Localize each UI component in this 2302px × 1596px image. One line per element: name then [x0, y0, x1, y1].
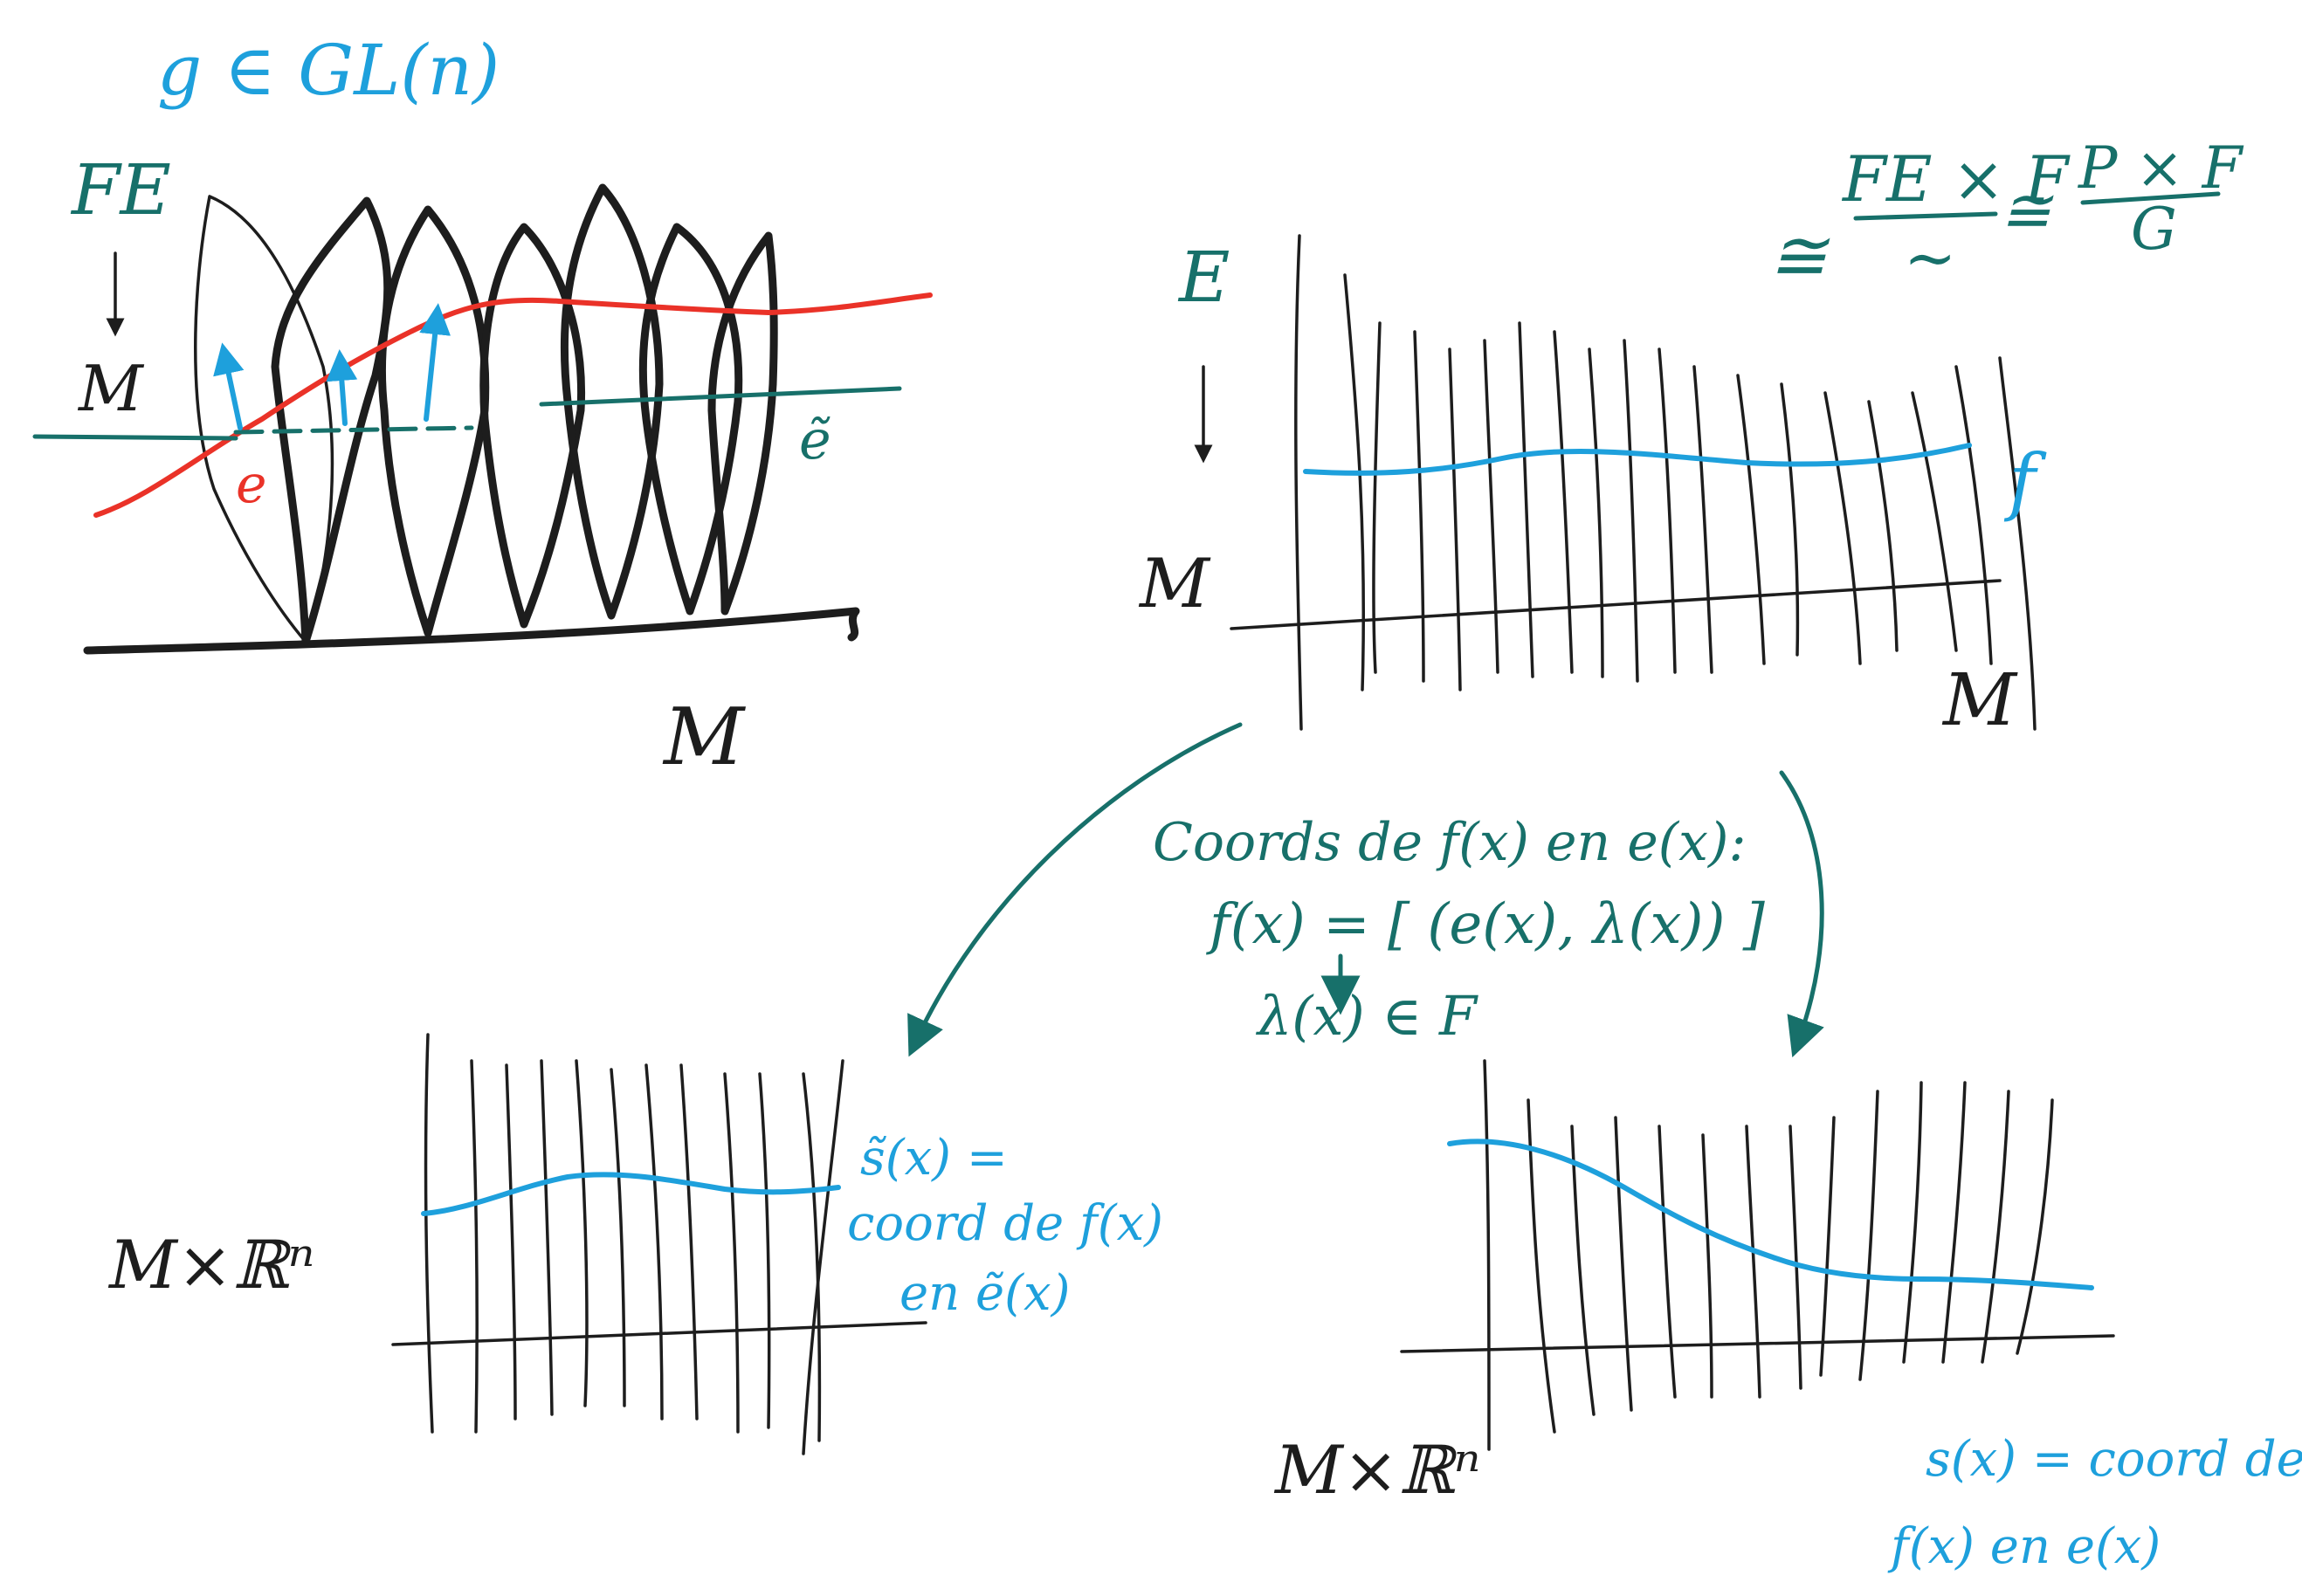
teal-frame-line — [539, 386, 902, 407]
bundle-E-label: E — [1177, 237, 1230, 318]
fraction2-bottom: G — [2131, 196, 2177, 263]
frame-vector-1 — [213, 342, 245, 430]
coords-line-1: Coords de f(x) en e(x): — [1153, 812, 1747, 873]
iso-symbol-1: ≅ — [1768, 215, 1830, 296]
section-s-tilde-curve — [421, 1172, 841, 1216]
coords-line-2: f(x) = [ (e(x), λ(x)) ] — [1206, 892, 1766, 957]
coords-line-3: λ(x) ∈ F — [1255, 984, 1478, 1048]
red-section-curve — [93, 292, 933, 518]
frame-label: e — [236, 454, 267, 515]
section-f-label: f — [2003, 438, 2047, 524]
vector-bundle-sketch: E M M f ≅ FE × F ∼ ≅ P × F G — [1138, 134, 2244, 742]
frame-vector-3 — [419, 303, 451, 422]
base-label: M — [77, 352, 145, 425]
group-label: g ∈ GL(n) — [157, 30, 500, 111]
fraction2-top: P × F — [2078, 134, 2244, 202]
note-br-line-1: s(x) = coord de — [1926, 1431, 2302, 1488]
base-manifold-curve — [83, 607, 860, 655]
arrow-to-bottom-right — [1779, 770, 1824, 1058]
arrow-to-bottom-left — [907, 722, 1243, 1057]
frame-bundle-sketch: g ∈ GL(n) FE M e ẽ M — [32, 30, 933, 783]
fiber-lines — [1294, 234, 2037, 731]
fiber-shape-4 — [479, 223, 586, 629]
base-side-label: M — [1138, 545, 1211, 623]
space-label-bl: M×ℝⁿ — [107, 1226, 314, 1304]
section-f-curve — [1303, 443, 1972, 476]
trivialization-tilde: M×ℝⁿ s̃(x) = coord de f(x) en ẽ(x) — [107, 1033, 1163, 1455]
coordinates-explanation: Coords de f(x) en e(x): f(x) = [ (e(x), … — [907, 722, 1824, 1058]
space-label-br: M×ℝⁿ — [1273, 1431, 1480, 1509]
note-bl-line-1: s̃(x) = — [860, 1130, 1008, 1187]
base-axis — [1230, 579, 2002, 630]
fiber-shape-7 — [707, 231, 778, 616]
fraction-bar-1 — [1853, 211, 1998, 221]
note-bl-line-2: coord de f(x) — [847, 1195, 1163, 1252]
fiber-shape-3 — [377, 205, 490, 637]
teal-base-line — [32, 434, 238, 441]
note-bl-line-3: en ẽ(x) — [899, 1265, 1070, 1322]
fraction-bottom: ∼ — [1904, 221, 1956, 294]
note-br-line-2: f(x) en e(x) — [1887, 1518, 2161, 1575]
section-s-curve — [1447, 1139, 2094, 1290]
trivialization-e: M×ℝⁿ s(x) = coord de f(x) en e(x) — [1273, 1059, 2302, 1575]
base-bottom-label: M — [1941, 659, 2018, 742]
fiber-shape-5 — [560, 183, 664, 620]
frame-tilde-label: ẽ — [799, 408, 831, 471]
teal-dashed-line — [233, 425, 474, 435]
bundle-label: FE — [70, 149, 171, 230]
frame-vector-2 — [326, 349, 358, 426]
manifold-label: M — [662, 691, 746, 783]
iso-symbol-2: ≅ — [2000, 175, 2054, 246]
fraction-bar-2 — [2080, 191, 2221, 205]
fiber-shape-6 — [638, 223, 743, 616]
fiber-lines-bl — [424, 1033, 844, 1455]
fraction-top: FE × F — [1841, 142, 2071, 216]
base-axis-bl — [391, 1321, 927, 1346]
